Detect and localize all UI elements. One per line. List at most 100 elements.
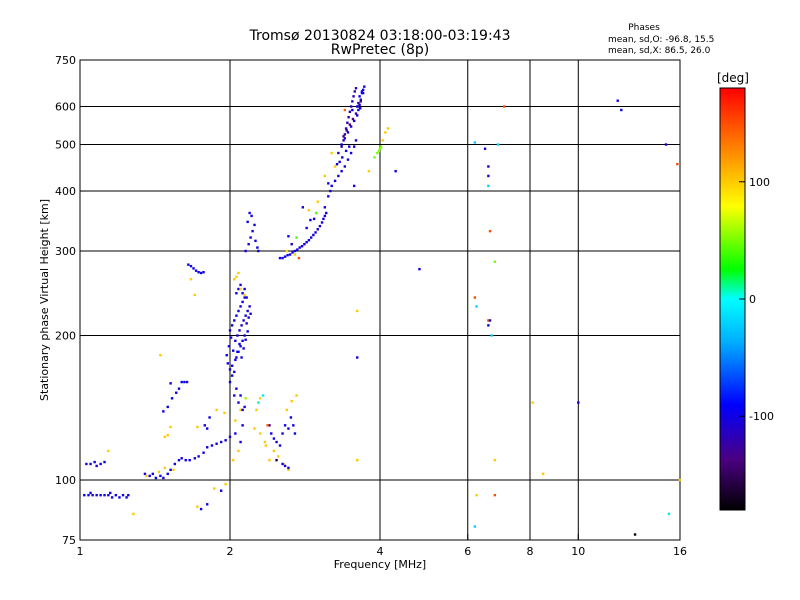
chart-subtitle: RwPretec (8p) [331, 42, 429, 58]
data-point [298, 246, 301, 249]
data-point [246, 330, 249, 333]
data-point [213, 487, 216, 490]
data-point [349, 125, 353, 128]
x-tick-label: 8 [527, 545, 534, 558]
data-point [418, 267, 421, 271]
data-point [343, 108, 347, 112]
data-point [237, 287, 240, 291]
data-point [293, 253, 297, 256]
data-point [197, 455, 200, 458]
data-point [91, 493, 94, 497]
data-point [270, 432, 273, 435]
data-point [246, 309, 249, 313]
data-point [349, 105, 353, 108]
data-point [241, 339, 244, 343]
data-point [367, 169, 371, 173]
data-point [490, 334, 493, 337]
data-point [295, 394, 298, 397]
data-point [355, 105, 359, 108]
data-point [361, 91, 365, 95]
data-point [89, 462, 92, 466]
data-point [237, 401, 240, 404]
data-point [394, 169, 397, 173]
data-point [307, 208, 311, 212]
data-point [243, 296, 246, 299]
data-point [493, 458, 497, 462]
data-point [316, 200, 319, 203]
data-point [188, 458, 191, 462]
data-point [95, 493, 98, 497]
data-point [249, 236, 252, 239]
data-point [230, 324, 234, 327]
data-point [293, 249, 297, 253]
data-point [170, 397, 174, 400]
data-point [172, 468, 175, 472]
data-point [177, 387, 181, 390]
data-point [239, 283, 242, 287]
data-point [189, 264, 193, 268]
y-axis: 75 100 200 300 400 500 600 750 [55, 54, 86, 547]
data-point [291, 251, 294, 254]
data-point [340, 169, 343, 173]
data-point [493, 493, 497, 497]
data-point [225, 353, 228, 357]
data-point [667, 512, 671, 516]
x-axis-label: Frequency [MHz] [334, 558, 426, 571]
data-point [275, 440, 278, 444]
data-point [243, 334, 246, 337]
data-point [154, 476, 158, 480]
data-point [307, 238, 311, 242]
data-point [187, 263, 190, 266]
data-point [340, 143, 343, 146]
data-points [83, 85, 682, 536]
data-point [283, 424, 287, 427]
data-point [239, 287, 242, 291]
phases-header: Phases [628, 23, 660, 33]
data-point [162, 410, 165, 413]
data-point [620, 108, 623, 112]
data-point [330, 184, 333, 188]
data-point [234, 339, 237, 343]
data-point [290, 399, 293, 403]
data-point [215, 442, 218, 445]
data-point [327, 182, 330, 185]
data-point [664, 143, 668, 146]
data-point [228, 380, 232, 384]
data-point [107, 449, 110, 453]
data-point [354, 112, 358, 115]
data-point [293, 432, 297, 435]
data-point [496, 143, 500, 146]
data-point [169, 382, 172, 385]
data-point [199, 271, 203, 275]
data-point [283, 255, 287, 258]
data-point [363, 85, 366, 88]
data-point [241, 292, 244, 295]
data-point [208, 416, 211, 419]
data-point [114, 493, 118, 497]
data-point [358, 103, 361, 106]
y-tick-label: 400 [55, 185, 76, 198]
data-point [473, 525, 477, 528]
data-point [384, 131, 387, 134]
data-point [250, 214, 253, 218]
phases-stats-o: mean, sd,O: -96.8, 15.5 [608, 35, 714, 45]
y-tick-label: 100 [55, 474, 76, 487]
data-point [305, 226, 308, 230]
y-tick-label: 75 [62, 534, 76, 547]
data-point [329, 189, 332, 193]
data-point [194, 269, 198, 272]
data-point [237, 271, 240, 275]
data-point [351, 100, 354, 103]
data-point [103, 460, 106, 464]
data-point [272, 449, 276, 453]
data-point [233, 370, 236, 374]
data-point [315, 211, 318, 215]
data-point [249, 312, 252, 315]
data-point [343, 137, 347, 140]
data-point [376, 151, 379, 155]
data-point [243, 405, 246, 409]
phases-stats-x: mean, sd,X: 86.5, 26.0 [608, 46, 711, 56]
data-point [99, 462, 102, 466]
data-point [205, 427, 209, 430]
data-point [257, 401, 260, 404]
